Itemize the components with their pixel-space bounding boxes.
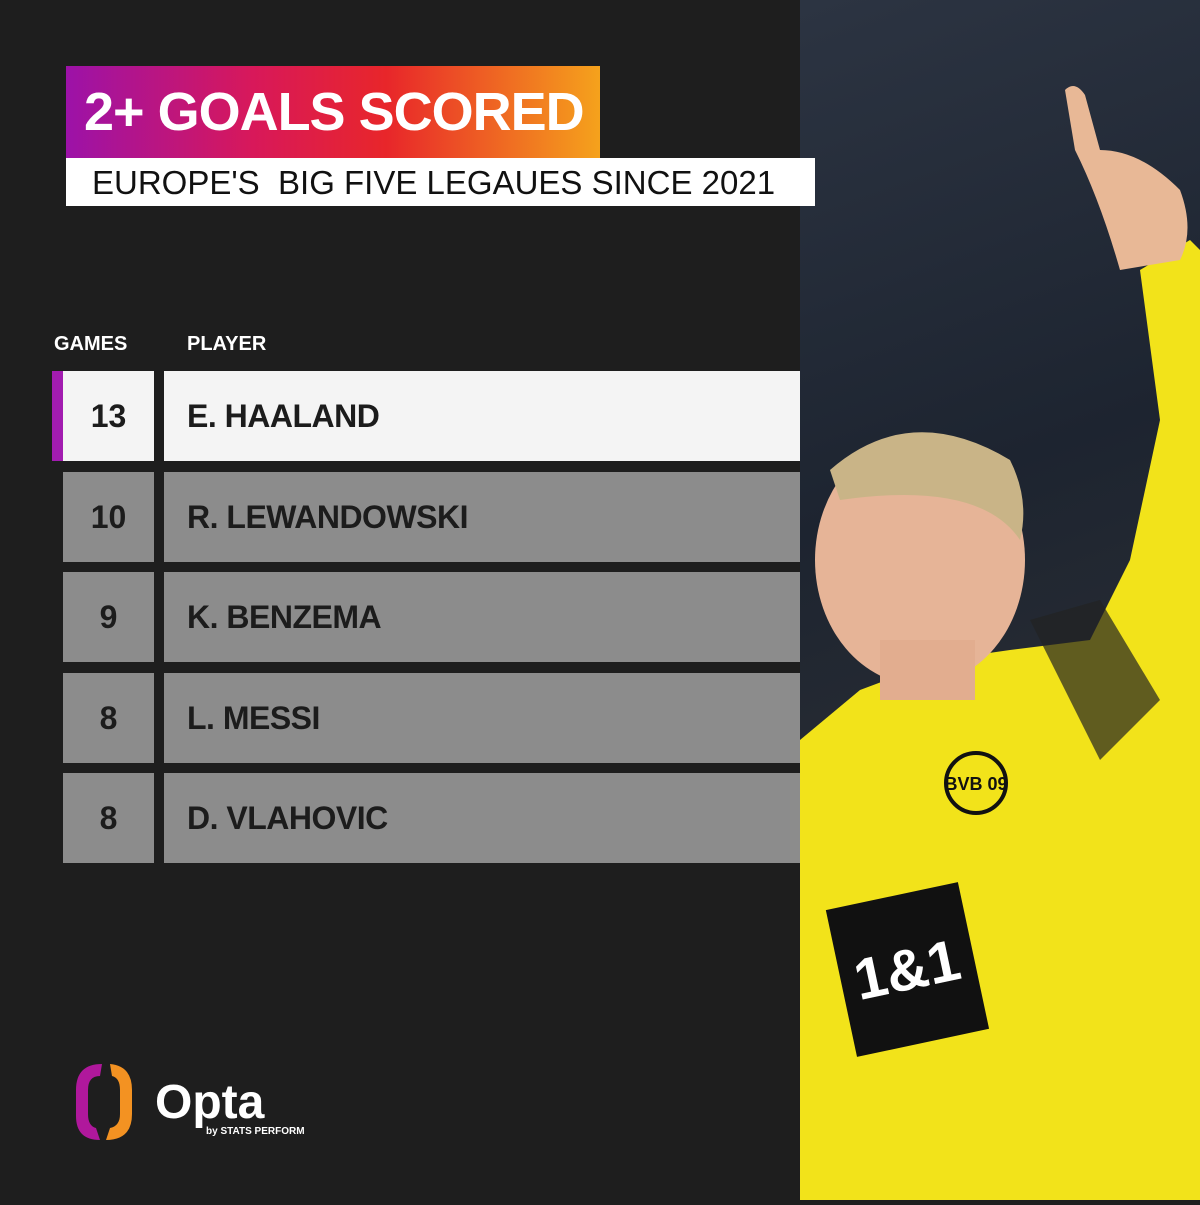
chart-subtitle: EUROPE'S BIG FIVE LEGAUES SINCE 2021 <box>66 158 815 206</box>
games-cell: 8 <box>63 773 154 863</box>
table-row: 10 R. LEWANDOWSKI <box>52 472 800 562</box>
column-header-player: PLAYER <box>187 333 267 355</box>
player-cell: D. VLAHOVIC <box>164 773 800 863</box>
table-row: 8 D. VLAHOVIC <box>52 773 800 863</box>
player-photo: BVB 09 1&1 <box>800 0 1200 1200</box>
brand-name: Opta <box>155 1076 265 1129</box>
opta-logo-icon <box>72 1062 136 1147</box>
games-cell: 10 <box>63 472 154 562</box>
player-cell: E. HAALAND <box>164 371 800 461</box>
table-row: 8 L. MESSI <box>52 673 800 763</box>
column-header-games: GAMES <box>54 333 128 355</box>
brand-tagline: by STATS PERFORM <box>206 1126 305 1137</box>
player-cell: K. BENZEMA <box>164 572 800 662</box>
crest-text: BVB 09 <box>944 774 1007 794</box>
table-row: 9 K. BENZEMA <box>52 572 800 662</box>
games-cell: 8 <box>63 673 154 763</box>
games-cell: 13 <box>63 371 154 461</box>
player-cell: R. LEWANDOWSKI <box>164 472 800 562</box>
table-row: 13 E. HAALAND <box>52 371 800 461</box>
player-cell: L. MESSI <box>164 673 800 763</box>
games-cell: 9 <box>63 572 154 662</box>
chart-title: 2+ GOALS SCORED <box>66 66 600 158</box>
highlight-bar <box>52 371 63 461</box>
